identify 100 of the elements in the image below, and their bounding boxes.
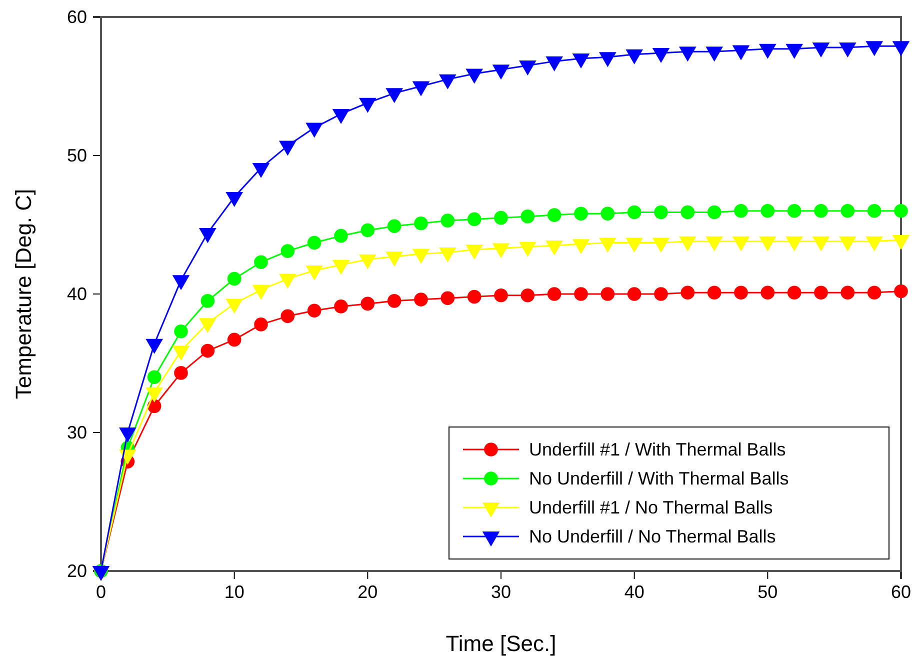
point xyxy=(840,204,855,218)
point xyxy=(627,287,642,301)
point xyxy=(520,288,535,302)
point xyxy=(679,46,696,62)
point xyxy=(200,344,215,358)
legend-label: No Underfill / No Thermal Balls xyxy=(529,526,776,546)
point xyxy=(174,324,188,338)
point xyxy=(680,286,695,300)
point xyxy=(654,287,668,301)
point xyxy=(732,45,750,60)
point xyxy=(467,212,482,226)
point xyxy=(734,204,748,218)
point xyxy=(280,244,295,258)
point xyxy=(414,292,428,306)
point xyxy=(252,162,270,178)
point xyxy=(254,255,268,270)
point xyxy=(386,88,403,104)
x-tick-label: 60 xyxy=(890,582,912,602)
point xyxy=(440,214,455,228)
point xyxy=(626,49,643,64)
x-tick-label: 20 xyxy=(358,582,378,602)
point xyxy=(867,204,882,218)
point xyxy=(652,48,670,64)
point xyxy=(760,204,775,218)
point xyxy=(574,206,588,221)
point xyxy=(467,290,482,304)
point xyxy=(387,219,402,234)
point xyxy=(839,42,856,58)
point xyxy=(147,370,162,384)
point xyxy=(492,64,510,80)
point xyxy=(547,208,562,222)
point xyxy=(334,228,348,243)
point xyxy=(760,286,775,300)
y-tick-label: 50 xyxy=(66,145,87,166)
point xyxy=(759,44,776,59)
point xyxy=(360,296,375,311)
point xyxy=(439,74,456,90)
point xyxy=(360,223,375,238)
point xyxy=(840,286,855,300)
point xyxy=(627,205,642,220)
x-tick-label: 30 xyxy=(490,582,512,602)
point xyxy=(359,98,376,113)
point xyxy=(734,286,748,300)
point xyxy=(892,41,910,56)
point xyxy=(599,52,616,68)
point xyxy=(334,300,348,314)
x-tick-label: 10 xyxy=(224,582,244,602)
point xyxy=(547,287,562,301)
y-tick-label: 40 xyxy=(66,284,87,304)
point xyxy=(494,288,508,302)
point xyxy=(894,284,908,298)
point xyxy=(279,140,296,156)
point xyxy=(520,210,535,224)
point xyxy=(574,287,588,301)
x-tick-label: 50 xyxy=(758,582,778,602)
legend-label: Underfill #1 / With Thermal Balls xyxy=(529,440,786,460)
y-tick-label: 30 xyxy=(66,422,87,442)
point xyxy=(200,294,215,308)
point xyxy=(412,81,430,96)
y-tick-label: 60 xyxy=(66,6,87,27)
point xyxy=(706,46,723,62)
point xyxy=(254,318,268,332)
point xyxy=(894,204,908,218)
legend-label: No Underfill / With Thermal Balls xyxy=(529,468,789,488)
point xyxy=(306,122,323,138)
point xyxy=(440,291,455,306)
point xyxy=(654,205,668,220)
point xyxy=(707,286,722,300)
point xyxy=(866,41,883,56)
point xyxy=(227,272,242,286)
point xyxy=(812,42,830,58)
point xyxy=(787,204,802,218)
y-axis-title: Temperature [Deg. C] xyxy=(11,188,36,400)
legend-label: Underfill #1 / No Thermal Balls xyxy=(529,498,773,518)
point xyxy=(787,286,802,300)
point xyxy=(227,332,242,347)
x-tick-label: 40 xyxy=(624,582,644,602)
point xyxy=(572,54,590,69)
y-tick-label: 20 xyxy=(66,560,87,581)
point xyxy=(600,287,615,301)
point xyxy=(280,309,295,324)
point xyxy=(546,56,563,72)
point xyxy=(307,236,322,250)
point xyxy=(814,204,828,218)
point xyxy=(867,286,882,300)
point xyxy=(519,60,536,76)
point xyxy=(814,286,828,300)
point xyxy=(174,366,188,380)
point xyxy=(494,210,508,225)
point xyxy=(307,304,322,318)
point xyxy=(786,44,803,59)
x-tick-label: 0 xyxy=(96,582,106,602)
point xyxy=(414,216,428,230)
x-axis-title: Time [Sec.] xyxy=(446,631,556,656)
point xyxy=(707,205,722,220)
point xyxy=(332,108,350,124)
point xyxy=(387,294,402,308)
point xyxy=(680,205,695,220)
point xyxy=(466,68,483,84)
point xyxy=(600,206,615,221)
